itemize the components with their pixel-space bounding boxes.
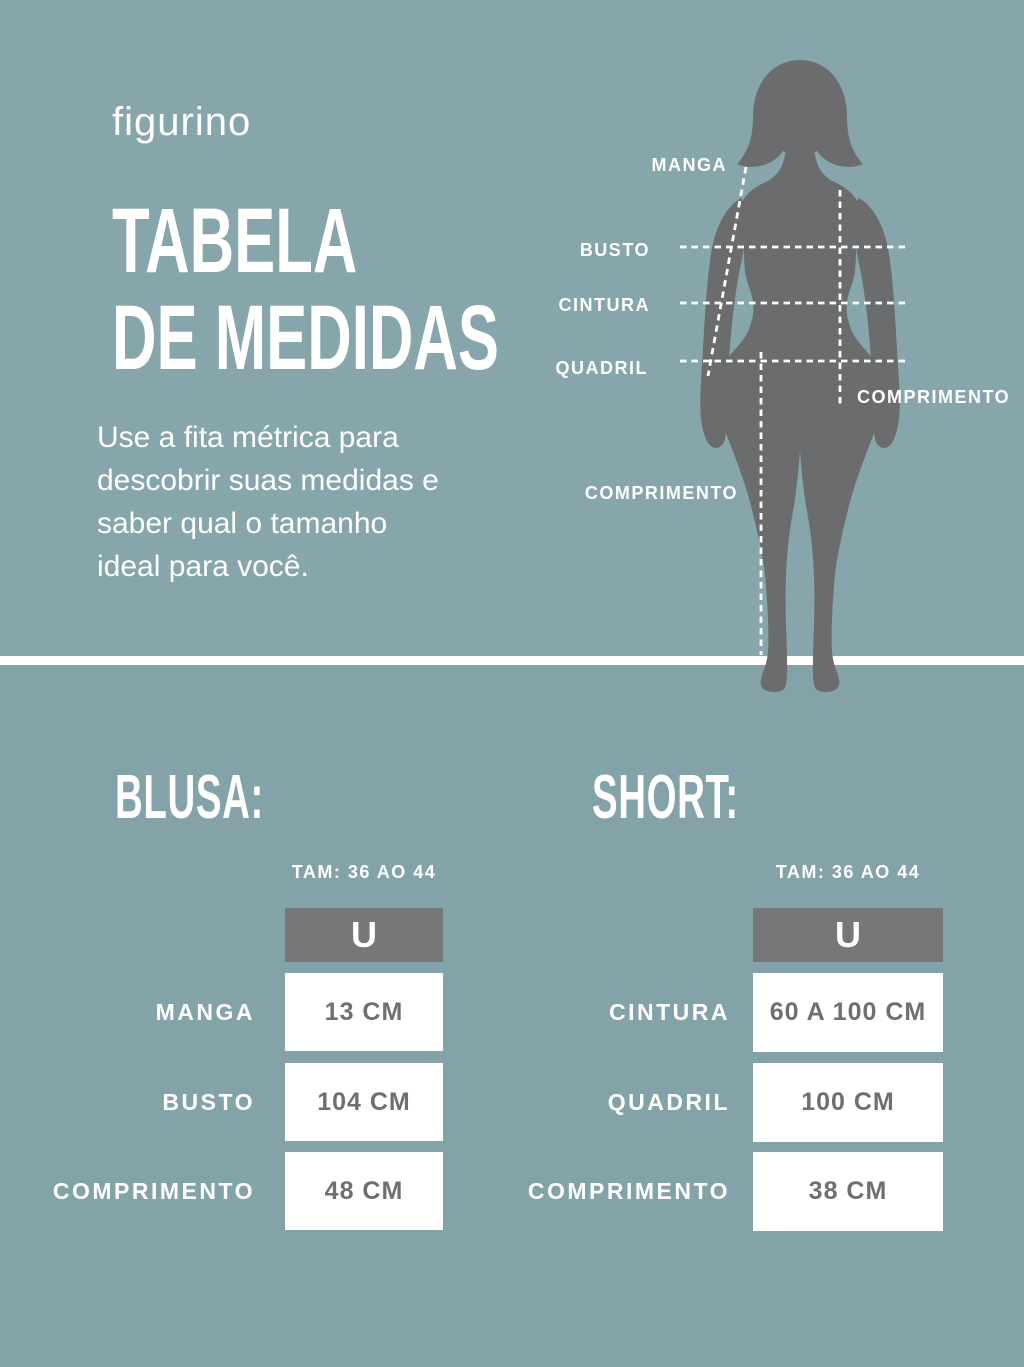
figure-label-busto: BUSTO xyxy=(579,240,650,260)
row-label-comprimento-blusa: COMPRIMENTO xyxy=(52,1177,255,1204)
value-text: 100 CM xyxy=(801,1088,895,1116)
figure-label-quadril: QUADRIL xyxy=(555,358,648,378)
page-title-line1: TABELA xyxy=(112,190,358,292)
row-value-comprimento-blusa: 48 CM xyxy=(285,1152,443,1230)
hero-background xyxy=(0,0,1024,656)
hero-description-line: ideal para você. xyxy=(97,550,309,583)
figure-label-comprimento-blusa: COMPRIMENTO xyxy=(857,387,1011,407)
page-title-line2: DE MEDIDAS xyxy=(112,287,499,389)
row-value-manga: 13 CM xyxy=(285,973,443,1051)
figure-label-comprimento-short: COMPRIMENTO xyxy=(584,483,738,503)
table-header-short: U xyxy=(753,908,943,962)
body-silhouette-right-arm xyxy=(852,198,900,448)
page-title: TABELA DE MEDIDAS xyxy=(112,193,499,387)
size-range-short: TAM: 36 AO 44 xyxy=(775,862,921,882)
hero-description-line: Use a fita métrica para xyxy=(97,421,399,454)
row-label-busto: BUSTO xyxy=(162,1088,255,1115)
row-label-cintura: CINTURA xyxy=(609,998,730,1025)
body-silhouette-torso-legs xyxy=(715,142,885,693)
measure-line-manga xyxy=(706,166,748,377)
table-header-blusa: U xyxy=(285,908,443,962)
hero-description-line: saber qual o tamanho xyxy=(97,507,388,540)
row-value-quadril: 100 CM xyxy=(753,1063,943,1142)
table-header-cell: U xyxy=(835,914,861,955)
brand-logo: figurino xyxy=(112,100,252,144)
row-label-quadril: QUADRIL xyxy=(607,1088,730,1115)
value-text: 60 A 100 CM xyxy=(769,998,927,1026)
table-header-cell: U xyxy=(351,914,377,955)
row-value-cintura: 60 A 100 CM xyxy=(753,973,943,1052)
figure-label-cintura: CINTURA xyxy=(558,295,650,315)
row-label-comprimento-short: COMPRIMENTO xyxy=(527,1177,730,1204)
size-range-blusa: TAM: 36 AO 44 xyxy=(291,862,437,882)
value-text: 48 CM xyxy=(324,1176,404,1205)
body-silhouette-left-arm xyxy=(700,198,748,448)
value-text: 38 CM xyxy=(808,1177,888,1205)
row-value-busto: 104 CM xyxy=(285,1063,443,1141)
table-title-blusa: BLUSA: xyxy=(115,763,264,832)
hero-description-line: descobrir suas medidas e xyxy=(97,464,439,497)
row-value-comprimento-short: 38 CM xyxy=(753,1152,943,1231)
body-measurement-diagram xyxy=(700,60,900,693)
table-title-short: SHORT: xyxy=(592,763,739,832)
body-silhouette-hair xyxy=(737,60,863,167)
figure-label-manga: MANGA xyxy=(651,155,727,175)
row-label-manga: MANGA xyxy=(155,998,255,1025)
hero-description: Use a fita métrica para descobrir suas m… xyxy=(97,416,439,588)
value-text: 104 CM xyxy=(317,1087,411,1116)
value-text: 13 CM xyxy=(324,997,404,1026)
section-divider xyxy=(0,656,1024,665)
